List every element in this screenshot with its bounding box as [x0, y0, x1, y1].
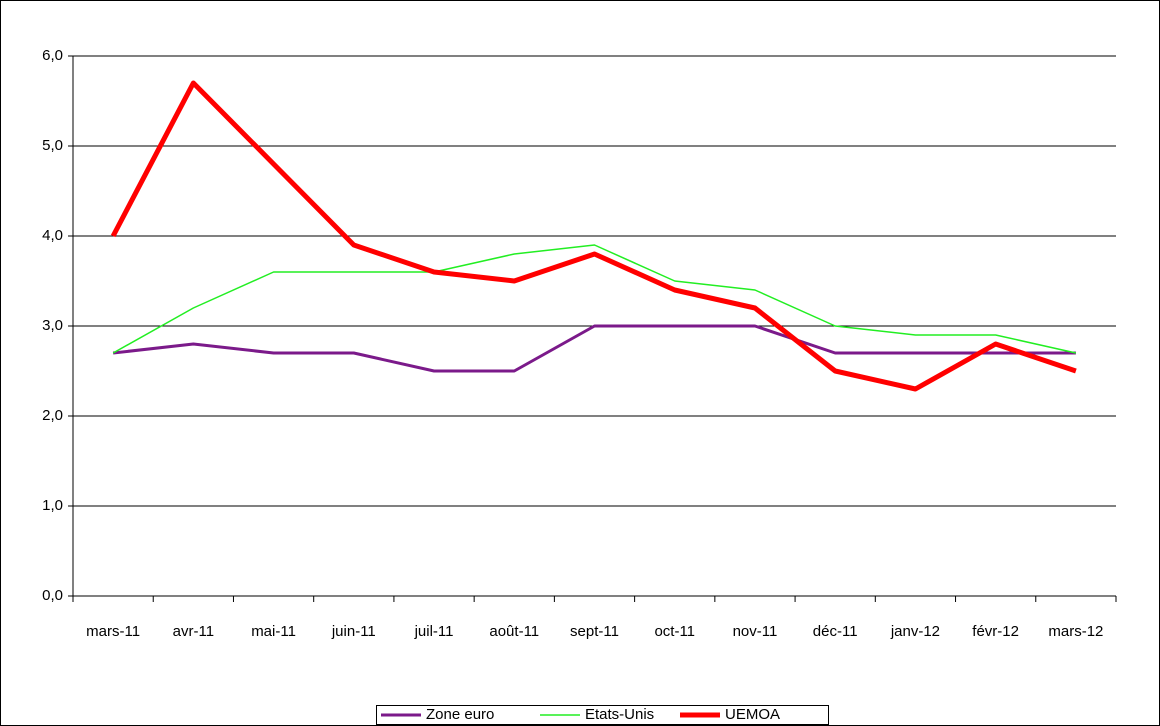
x-tick-label: juil-11 — [414, 623, 454, 640]
legend-box — [376, 705, 829, 725]
x-tick-label: août-11 — [489, 623, 539, 640]
y-tick-label: 0,0 — [42, 587, 63, 604]
x-tick-label: juin-11 — [331, 623, 376, 640]
legend-label: Zone euro — [426, 706, 494, 723]
x-tick-label: mars-11 — [86, 623, 140, 640]
x-tick-label: sept-11 — [570, 623, 619, 640]
x-tick-label: déc-11 — [813, 623, 858, 640]
x-tick-label: oct-11 — [654, 623, 695, 640]
x-tick-label: janv-12 — [890, 623, 940, 640]
x-tick-label: févr-12 — [972, 623, 1019, 640]
x-tick-label: mars-12 — [1048, 623, 1103, 640]
y-tick-label: 6,0 — [42, 47, 63, 64]
x-tick-label: mai-11 — [251, 623, 296, 640]
legend-label: UEMOA — [725, 706, 780, 723]
legend-label: Etats-Unis — [585, 706, 654, 723]
x-tick-label: nov-11 — [733, 623, 778, 640]
series-line — [112, 244, 1077, 354]
y-tick-label: 2,0 — [42, 407, 63, 424]
y-tick-label: 1,0 — [42, 497, 63, 514]
series-line — [110, 80, 1077, 392]
x-tick-label: avr-11 — [173, 623, 214, 640]
y-tick-label: 5,0 — [42, 137, 63, 154]
y-tick-label: 3,0 — [42, 317, 63, 334]
series-line — [112, 324, 1076, 373]
y-tick-label: 4,0 — [42, 227, 63, 244]
